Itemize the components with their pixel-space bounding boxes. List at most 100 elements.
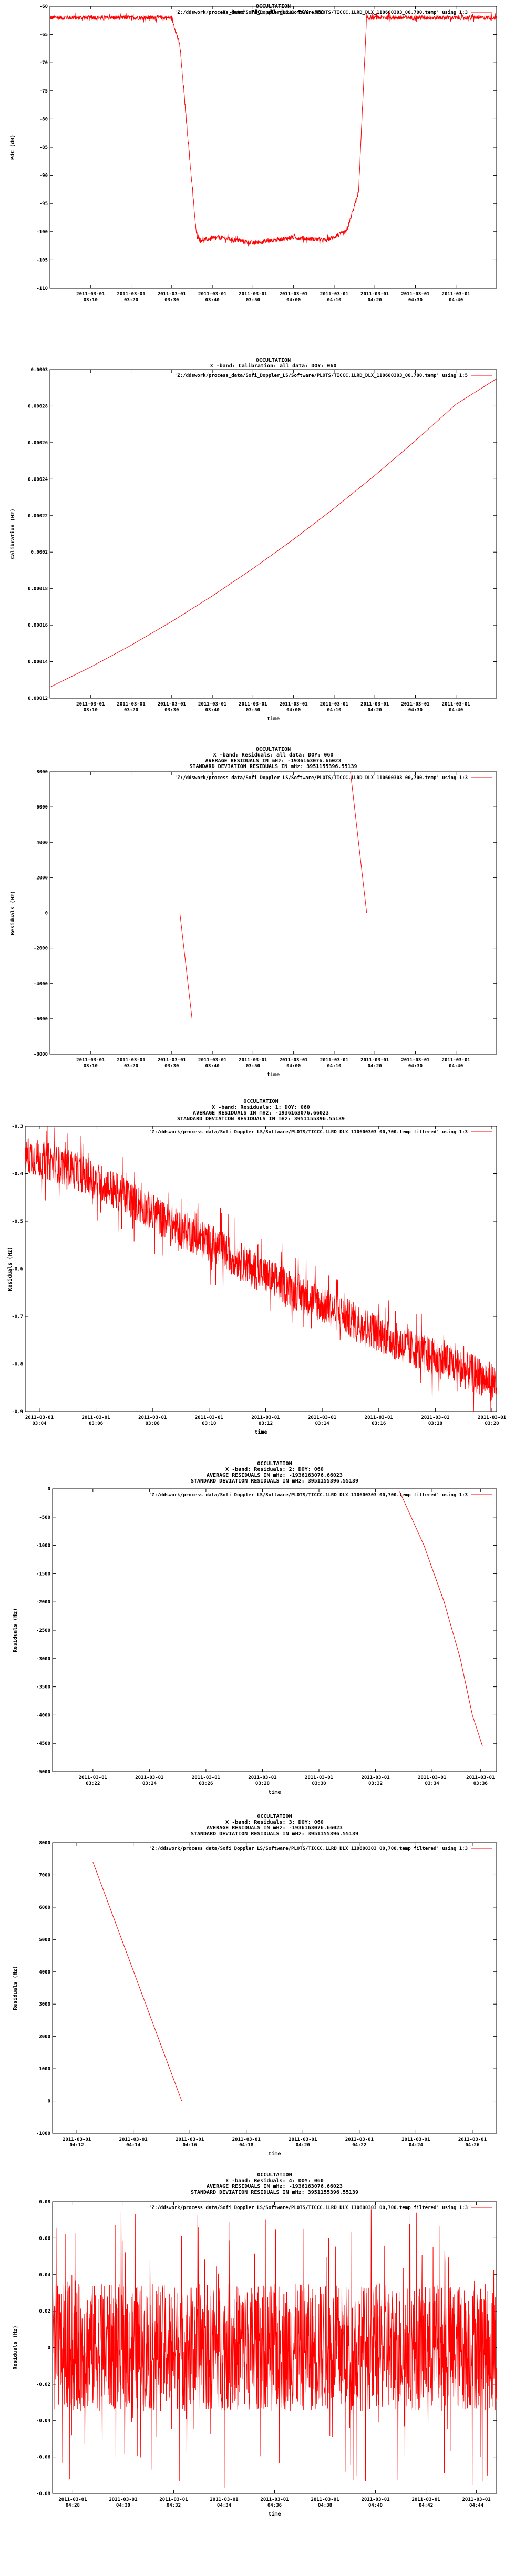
- x-tick-label: 2011-03-01: [195, 1415, 223, 1420]
- y-tick-label: -8000: [34, 1052, 48, 1057]
- chart-title-line: X -band: PdC: all data: DOY: 060: [223, 9, 324, 15]
- chart-title-line: STANDARD DEVIATION RESIDUALS IN mHz: 395…: [177, 1116, 345, 1122]
- x-tick-label: 2011-03-01: [365, 1415, 393, 1420]
- x-tick-label: 03:40: [205, 1064, 220, 1069]
- x-tick-label: 2011-03-01: [232, 2137, 261, 2142]
- x-tick-label: 04:10: [327, 298, 341, 303]
- y-tick-label: 1000: [39, 2067, 50, 2072]
- y-tick-label: 4000: [39, 1970, 50, 1975]
- y-tick-label: -4000: [36, 1713, 50, 1718]
- y-tick-label: 0.00012: [28, 696, 48, 701]
- x-tick-label: 2011-03-01: [158, 292, 186, 297]
- chart-title-line: X -band: Residuals: all data: DOY: 060: [213, 752, 334, 758]
- x-tick-label: 04:30: [116, 2503, 130, 2508]
- y-tick-label: 8000: [36, 770, 48, 775]
- y-tick-label: -3000: [36, 1657, 50, 1662]
- y-tick-label: -6000: [34, 1017, 48, 1022]
- y-tick-label: -3500: [36, 1685, 50, 1690]
- x-tick-label: 03:10: [202, 1421, 216, 1426]
- x-tick-label: 03:04: [32, 1421, 47, 1426]
- x-tick-label: 03:12: [259, 1421, 273, 1426]
- x-tick-label: 2011-03-01: [119, 2137, 148, 2142]
- x-tick-label: 04:20: [368, 708, 382, 713]
- x-tick-label: 03:30: [164, 298, 179, 303]
- x-tick-label: 2011-03-01: [308, 1415, 336, 1420]
- y-tick-label: -65: [39, 33, 48, 38]
- chart-title-line: OCCULTATION: [243, 1099, 278, 1105]
- y-axis-label: PdC (dB): [10, 135, 16, 160]
- x-tick-label: 03:14: [315, 1421, 330, 1426]
- x-tick-label: 2011-03-01: [442, 1058, 470, 1063]
- x-tick-label: 03:50: [246, 298, 260, 303]
- y-tick-label: 0.08: [39, 2200, 50, 2205]
- y-tick-label: 0.0003: [30, 367, 48, 373]
- y-tick-label: -0.08: [36, 2491, 50, 2497]
- y-tick-label: 0.00026: [28, 441, 48, 446]
- x-tick-label: 04:14: [126, 2143, 141, 2148]
- legend-label: 'Z:/ddswork/process_data/Sofi_Doppler_LS…: [149, 2205, 468, 2211]
- x-tick-label: 2011-03-01: [158, 702, 186, 707]
- x-tick-label: 2011-03-01: [79, 1775, 107, 1781]
- x-tick-label: 04:38: [318, 2503, 332, 2508]
- x-tick-label: 03:18: [428, 1421, 442, 1426]
- x-tick-label: 03:32: [368, 1781, 383, 1786]
- legend-label: 'Z:/ddswork/process_data/Sofi_Doppler_LS…: [149, 1129, 468, 1135]
- x-tick-label: 2011-03-01: [198, 702, 226, 707]
- chart-title-line: AVERAGE RESIDUALS IN mHz: -1936163076.66…: [205, 758, 342, 764]
- x-tick-label: 2011-03-01: [361, 1775, 389, 1781]
- y-tick-label: 0.06: [39, 2236, 50, 2241]
- x-tick-label: 03:26: [199, 1781, 213, 1786]
- x-tick-label: 2011-03-01: [81, 1415, 110, 1420]
- x-tick-label: 04:40: [449, 1064, 463, 1069]
- series-line: [50, 378, 497, 688]
- x-tick-label: 2011-03-01: [401, 2137, 430, 2142]
- x-tick-label: 2011-03-01: [311, 2497, 339, 2502]
- y-tick-label: -80: [39, 117, 48, 122]
- x-tick-label: 2011-03-01: [239, 702, 267, 707]
- x-axis-label: time: [254, 1429, 267, 1435]
- y-tick-label: -1000: [36, 1543, 50, 1549]
- x-tick-label: 04:18: [239, 2143, 253, 2148]
- series-line: [25, 1126, 497, 1412]
- x-tick-label: 2011-03-01: [158, 1058, 186, 1063]
- x-tick-label: 03:20: [124, 298, 138, 303]
- y-tick-label: 0.00024: [28, 477, 48, 482]
- x-tick-label: 2011-03-01: [289, 2137, 317, 2142]
- y-axis-label: Residuals (Hz): [9, 891, 16, 935]
- x-tick-label: 2011-03-01: [239, 1058, 267, 1063]
- x-tick-label: 04:30: [408, 708, 423, 713]
- chart-title-line: OCCULTATION: [256, 357, 291, 363]
- chart-title-line: STANDARD DEVIATION RESIDUALS IN mHz: 395…: [189, 764, 357, 770]
- x-tick-label: 04:34: [217, 2503, 232, 2508]
- x-tick-label: 2011-03-01: [280, 702, 308, 707]
- x-tick-label: 03:20: [124, 708, 138, 713]
- y-tick-label: 3000: [39, 2002, 50, 2007]
- x-tick-label: 2011-03-01: [58, 2497, 87, 2502]
- y-tick-label: -100: [36, 230, 48, 235]
- x-tick-label: 2011-03-01: [442, 292, 470, 297]
- x-tick-label: 2011-03-01: [305, 1775, 333, 1781]
- y-tick-label: -0.9: [12, 1409, 23, 1415]
- x-tick-label: 03:08: [146, 1421, 160, 1426]
- chart-title-line: OCCULTATION: [257, 2172, 292, 2178]
- x-tick-label: 03:30: [312, 1781, 326, 1786]
- x-tick-label: 2011-03-01: [117, 292, 145, 297]
- chart-title-line: AVERAGE RESIDUALS IN mHz: -1936163076.66…: [207, 1473, 343, 1478]
- legend-label: 'Z:/ddswork/process_data/Sofi_Doppler_LS…: [174, 9, 468, 15]
- y-tick-label: 0: [45, 911, 48, 916]
- y-tick-label: 0.02: [39, 2309, 50, 2314]
- x-axis-label: time: [268, 2511, 281, 2517]
- y-tick-label: -4000: [34, 982, 48, 987]
- x-tick-label: 2011-03-01: [361, 2497, 389, 2502]
- y-tick-label: 0.00028: [28, 404, 48, 409]
- y-axis-label: Residuals (Hz): [12, 2325, 18, 2369]
- y-tick-label: -2000: [34, 946, 48, 952]
- x-tick-label: 2011-03-01: [360, 292, 389, 297]
- x-tick-label: 2011-03-01: [320, 292, 348, 297]
- y-tick-label: -0.3: [12, 1124, 23, 1129]
